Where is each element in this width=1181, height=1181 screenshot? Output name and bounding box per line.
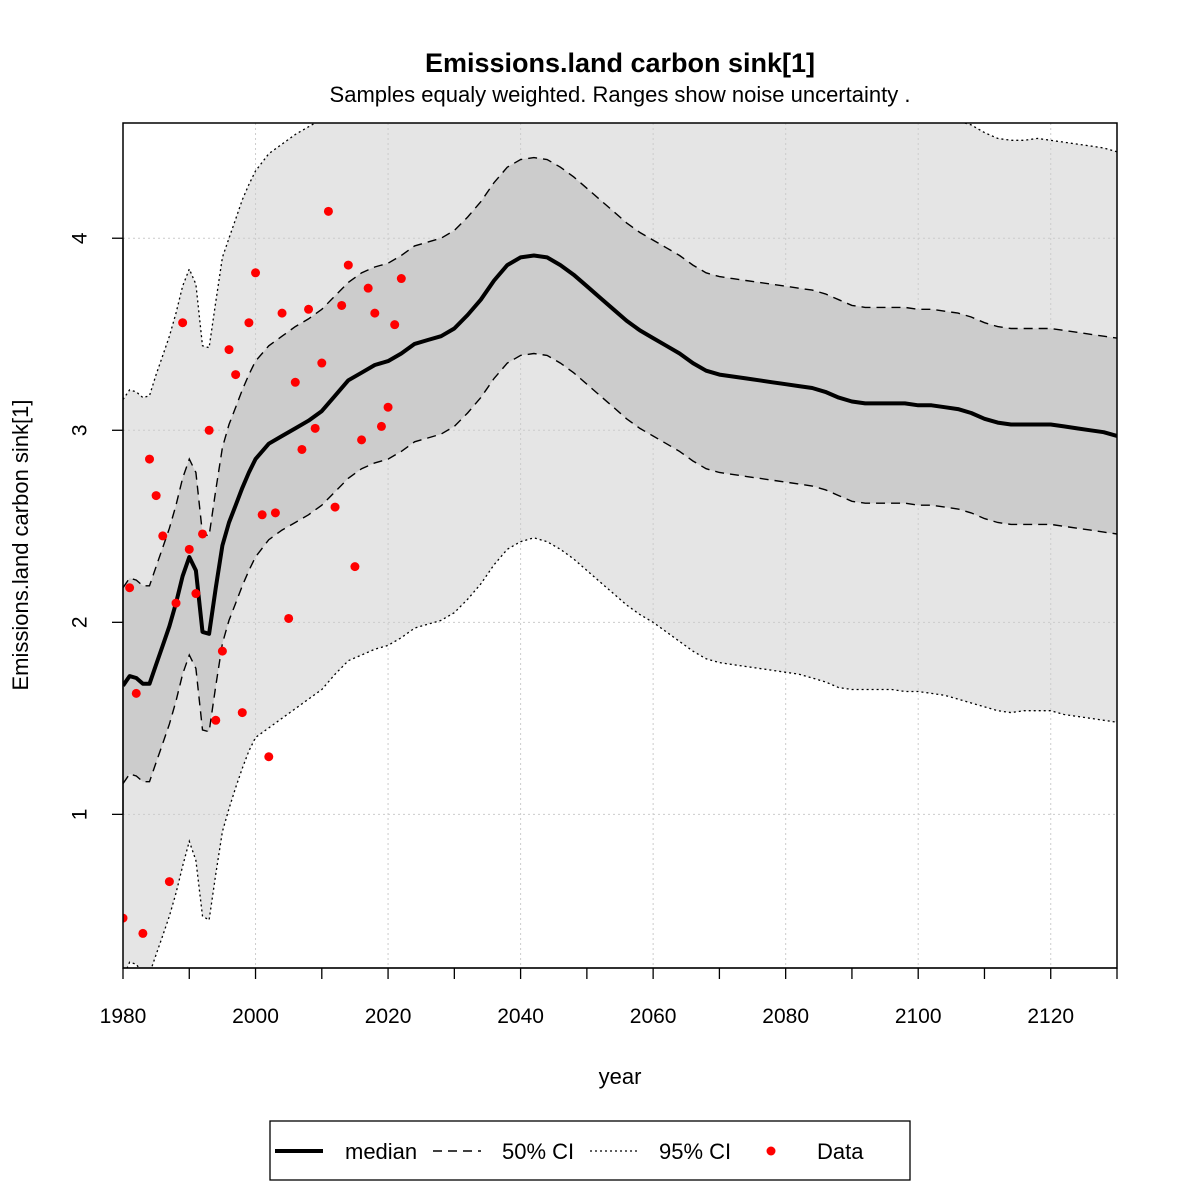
data-point — [138, 928, 148, 938]
data-point — [224, 345, 234, 355]
legend: median 50% CI 95% CI Data — [269, 1120, 911, 1181]
median-line — [123, 253, 1117, 687]
x-tick-label-2120: 2120 — [1027, 1005, 1074, 1028]
data-point — [257, 510, 267, 520]
data-point — [396, 274, 406, 284]
data-point — [217, 646, 227, 656]
data-point — [337, 300, 347, 310]
data-point — [178, 318, 188, 328]
data-point — [237, 708, 247, 718]
data-point — [251, 268, 261, 278]
data-point — [343, 260, 353, 270]
data-point — [164, 877, 174, 887]
x-tick-label-2040: 2040 — [497, 1005, 544, 1028]
x-axis-label: year — [599, 1064, 642, 1089]
data-point — [310, 423, 320, 433]
legend-data-swatch — [766, 1146, 776, 1156]
ci-95-upper-line — [123, 123, 1117, 400]
data-point — [131, 688, 141, 698]
chart-title: Emissions.land carbon sink[1] — [425, 48, 815, 78]
data-point — [297, 444, 307, 454]
data-point — [370, 308, 380, 318]
x-tick-label-2000: 2000 — [232, 1005, 279, 1028]
data-point — [304, 304, 314, 314]
ci-95-lower-line — [126, 537, 1117, 968]
data-point — [204, 425, 214, 435]
x-tick-label-1980: 1980 — [100, 1005, 147, 1028]
data-point — [264, 752, 274, 762]
data-point — [145, 454, 155, 464]
data-point — [323, 206, 333, 216]
data-point — [350, 562, 360, 572]
ci-50-lower-line — [123, 352, 1117, 784]
data-point — [357, 435, 367, 445]
data-point — [125, 583, 135, 593]
data-points — [123, 206, 406, 938]
data-point — [290, 377, 300, 387]
data-point — [330, 502, 340, 512]
data-point — [284, 613, 294, 623]
data-point — [376, 421, 386, 431]
data-point — [123, 913, 128, 923]
y-axis: 1 2 3 4 — [69, 232, 124, 820]
data-point — [317, 358, 327, 368]
chart-subtitle: Samples equaly weighted. Ranges show noi… — [330, 82, 911, 107]
data-point — [390, 320, 400, 330]
x-tick-label-2060: 2060 — [630, 1005, 677, 1028]
y-tick-label-4: 4 — [69, 232, 92, 244]
data-point — [158, 531, 168, 541]
data-point — [244, 318, 254, 328]
y-tick-label-3: 3 — [69, 424, 92, 436]
legend-median-label: median — [345, 1139, 417, 1164]
ci-50-upper-line — [123, 156, 1117, 589]
data-point — [383, 402, 393, 412]
plot-area — [123, 123, 1117, 968]
legend-ci95-label: 95% CI — [659, 1139, 731, 1164]
y-axis-label: Emissions.land carbon sink[1] — [8, 399, 33, 690]
data-point — [171, 598, 181, 608]
legend-data-label: Data — [817, 1139, 864, 1164]
data-point — [191, 589, 201, 599]
x-axis: 1980 2000 2020 2040 2060 2080 2100 2120 — [100, 967, 1118, 1028]
y-tick-label-1: 1 — [69, 809, 92, 821]
data-point — [184, 544, 194, 554]
data-point — [151, 491, 161, 501]
y-tick-label-2: 2 — [69, 616, 92, 628]
data-point — [277, 308, 287, 318]
data-point — [270, 508, 280, 518]
data-point — [363, 283, 373, 293]
x-tick-label-2080: 2080 — [762, 1005, 809, 1028]
data-point — [231, 370, 241, 380]
x-tick-label-2020: 2020 — [365, 1005, 412, 1028]
legend-ci50-label: 50% CI — [502, 1139, 574, 1164]
x-tick-label-2100: 2100 — [895, 1005, 942, 1028]
data-point — [198, 529, 208, 539]
data-point — [211, 715, 221, 725]
